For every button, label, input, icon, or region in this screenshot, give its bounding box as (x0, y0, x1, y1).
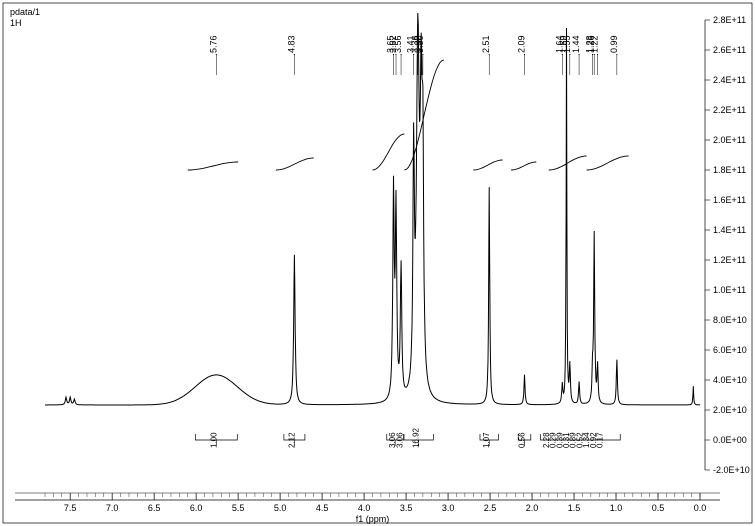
x-tick-label: 1.5 (568, 503, 581, 513)
x-tick-label: 1.0 (610, 503, 623, 513)
nmr-spectrum-svg: pdata/11H 7.5 7.0 6.5 6.0 5.5 5.0 4.5 4.0 3.5 3.0 2… (0, 0, 755, 526)
peak-ppm-label: 3.56 (393, 35, 403, 53)
spectrum-trace (45, 13, 700, 405)
x-tick-label: 0.0 (694, 503, 707, 513)
integral-value: 1.07 (482, 432, 491, 448)
y-tick-label: 8.0E+10 (713, 315, 747, 325)
y-tick-label: 2.2E+11 (713, 105, 746, 115)
integral-value: 16.92 (412, 427, 421, 448)
x-tick-label: 5.0 (274, 503, 287, 513)
y-tick-label: 2.8E+11 (713, 15, 746, 25)
peak-ppm-label: 1.22 (590, 35, 600, 53)
outer-frame (3, 3, 752, 523)
peak-ppm-label: 0.99 (609, 35, 619, 53)
x-tick-label: 7.0 (106, 503, 119, 513)
peak-ppm-label: 3.30 (415, 35, 425, 53)
x-tick-label: 4.5 (316, 503, 329, 513)
x-axis-label: f1 (ppm) (356, 514, 390, 524)
y-tick-label: 1.4E+11 (713, 225, 746, 235)
peak-ppm-label: 2.51 (481, 35, 491, 53)
y-tick-label: 2.0E+10 (713, 405, 747, 415)
x-tick-label: 3.5 (400, 503, 413, 513)
peak-ppm-label: 5.76 (208, 35, 218, 53)
peak-ppm-label: 4.83 (286, 35, 296, 53)
corner-label-sub: 1H (10, 18, 22, 28)
peak-ppm-label: 2.09 (516, 35, 526, 53)
x-tick-label: 7.5 (64, 503, 77, 513)
integral-value: 2.12 (287, 432, 296, 448)
y-tick-label: 6.0E+10 (713, 345, 747, 355)
integral-curve (511, 162, 536, 170)
integral-curve (188, 162, 238, 170)
integral-value: 3.06 (396, 432, 405, 448)
y-tick-label: 1.8E+11 (713, 165, 746, 175)
integral-curve (404, 60, 444, 170)
x-tick-label: 3.0 (442, 503, 455, 513)
integral-curve (276, 158, 314, 170)
nmr-spectrum-container: pdata/11H 7.5 7.0 6.5 6.0 5.5 5.0 4.5 4.0 3.5 3.0 2… (0, 0, 755, 526)
x-tick-label: 5.5 (232, 503, 245, 513)
x-tick-label: 0.5 (652, 503, 665, 513)
x-tick-label: 2.0 (526, 503, 539, 513)
integral-curve (549, 156, 587, 170)
integral-curve (473, 160, 502, 170)
peak-ppm-label: 1.44 (571, 35, 581, 53)
y-tick-label: -2.0E+10 (713, 465, 750, 475)
y-tick-label: 4.0E+10 (713, 375, 747, 385)
y-tick-label: 2.0E+11 (713, 135, 746, 145)
y-tick-label: 1.0E+11 (713, 285, 746, 295)
y-tick-label: 1.6E+11 (713, 195, 746, 205)
integral-curve (373, 134, 405, 170)
integral-value: 0.56 (517, 432, 526, 448)
corner-label-top: pdata/1 (10, 7, 40, 17)
y-tick-label: 2.4E+11 (713, 75, 746, 85)
y-tick-label: 1.2E+11 (713, 255, 746, 265)
y-tick-label: 2.6E+11 (713, 45, 746, 55)
integral-value: 1.00 (209, 432, 218, 448)
y-tick-label: 0.0E+00 (713, 435, 747, 445)
x-tick-label: 6.0 (190, 503, 203, 513)
x-tick-label: 4.0 (358, 503, 371, 513)
integral-curve (587, 156, 629, 170)
x-tick-label: 2.5 (484, 503, 497, 513)
x-tick-label: 6.5 (148, 503, 161, 513)
